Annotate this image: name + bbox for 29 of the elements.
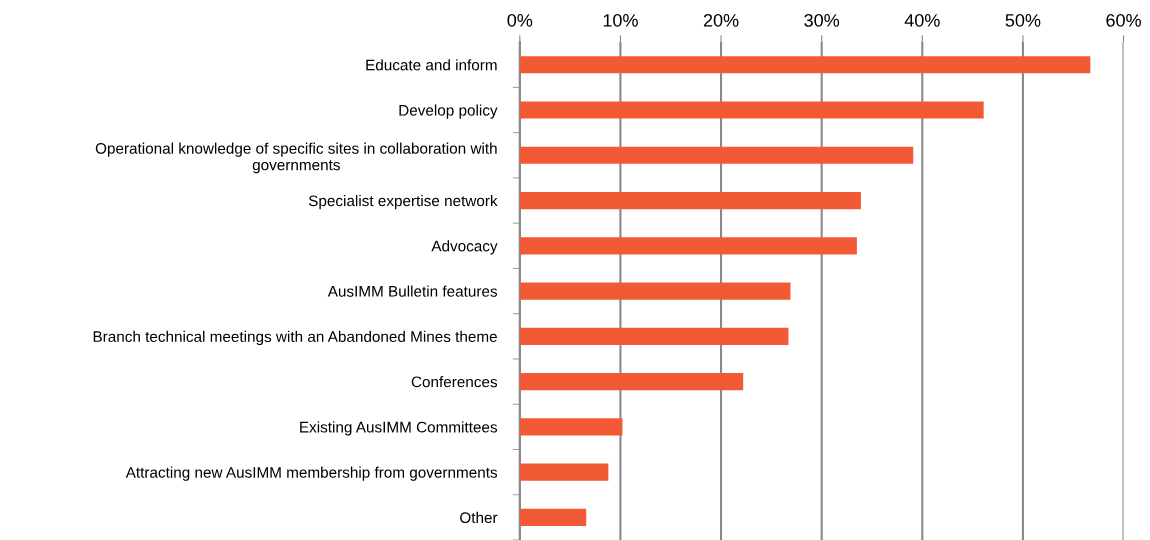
bar xyxy=(519,418,623,436)
y-tick-label: AusIMM Bulletin features xyxy=(327,285,498,297)
x-tick-label: 10% xyxy=(603,13,638,27)
y-tick-label: Operational knowledge of specific sites in collaboration with governments xyxy=(95,142,497,174)
y-tick-label: Branch technical meetings with an Abandoned Mines theme xyxy=(93,330,497,346)
bar xyxy=(519,101,984,119)
bar xyxy=(519,237,857,255)
y-tick-label: Conferences xyxy=(411,376,498,388)
x-tick-label: 30% xyxy=(804,13,840,27)
x-tick-label: 60% xyxy=(1106,13,1141,27)
bar xyxy=(519,191,861,210)
bar xyxy=(519,327,789,345)
bar xyxy=(519,372,744,391)
bar xyxy=(519,508,587,526)
y-tick-label: Specialist expertise network xyxy=(308,195,498,210)
bar xyxy=(519,463,609,481)
x-tick-label: 40% xyxy=(904,13,940,27)
bar xyxy=(519,146,914,164)
x-tick-label: 20% xyxy=(703,13,739,27)
bar xyxy=(519,282,791,300)
y-tick-label: Existing AusIMM Committees xyxy=(300,421,498,436)
y-tick-label: Develop policy xyxy=(399,104,498,119)
y-tick-label: Educate and inform xyxy=(366,59,497,71)
bar xyxy=(519,56,1091,74)
x-tick-label: 0% xyxy=(507,13,533,27)
y-tick-label: Other xyxy=(460,511,498,524)
y-tick-label: Advocacy xyxy=(431,240,498,255)
y-tick-label: Attracting new AusIMM membership from governments xyxy=(125,466,498,481)
x-tick-label: 50% xyxy=(1005,13,1041,27)
